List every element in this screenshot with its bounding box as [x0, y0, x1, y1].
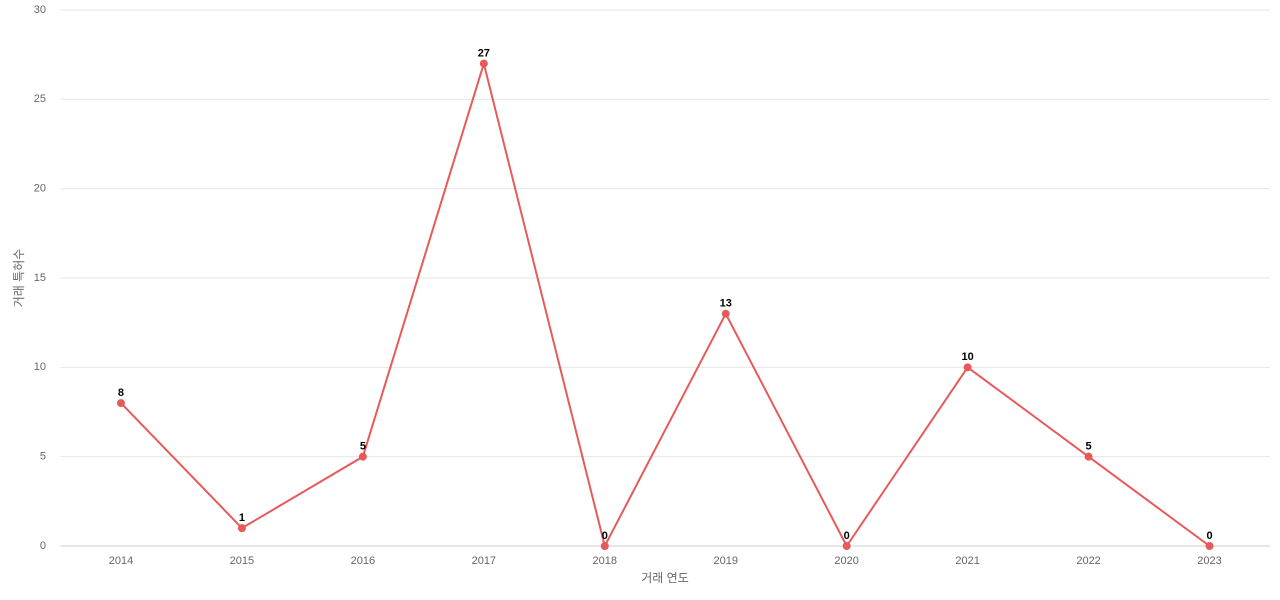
x-tick-label: 2015 [230, 555, 254, 567]
y-tick-label: 10 [34, 361, 46, 373]
point [842, 542, 851, 550]
x-tick-label: 2014 [109, 555, 133, 567]
y-tick-label: 20 [34, 183, 46, 195]
point [479, 59, 488, 68]
value-label: 0 [602, 530, 608, 542]
x-tick-label: 2018 [593, 555, 617, 567]
x-tick-label: 2022 [1076, 555, 1100, 567]
line [120, 59, 1211, 549]
x-axis-label: 거래 연도 [641, 571, 689, 585]
y-axis-label: 거래 특허수 [12, 249, 26, 308]
point [963, 363, 972, 372]
value-label: 0 [1206, 530, 1212, 542]
point [237, 524, 246, 533]
x-tick-label: 2021 [955, 555, 979, 567]
value-label: 5 [360, 441, 366, 453]
value-label: 27 [478, 48, 490, 60]
x-tick-label: 2016 [351, 555, 375, 567]
value-label: 1 [239, 512, 245, 524]
x-tick-label: 2023 [1197, 555, 1221, 567]
value-label: 0 [844, 530, 850, 542]
y-tick-label: 30 [34, 4, 46, 16]
point [721, 309, 730, 318]
x-tick-label: 2020 [834, 555, 858, 567]
value-label: 10 [962, 351, 974, 363]
value-label: 13 [720, 298, 732, 310]
point [358, 452, 367, 461]
y-tick-label: 0 [40, 540, 46, 552]
point [116, 399, 125, 408]
value-label: 8 [118, 387, 124, 399]
point [1205, 542, 1214, 550]
x-tick-label: 2017 [472, 555, 496, 567]
point [600, 542, 609, 550]
x-tick-label: 2019 [713, 555, 737, 567]
y-tick-label: 15 [34, 272, 46, 284]
value-label: 5 [1086, 441, 1092, 453]
point [1084, 452, 1093, 461]
y-tick-label: 25 [34, 93, 46, 105]
y-tick-label: 5 [40, 451, 46, 463]
